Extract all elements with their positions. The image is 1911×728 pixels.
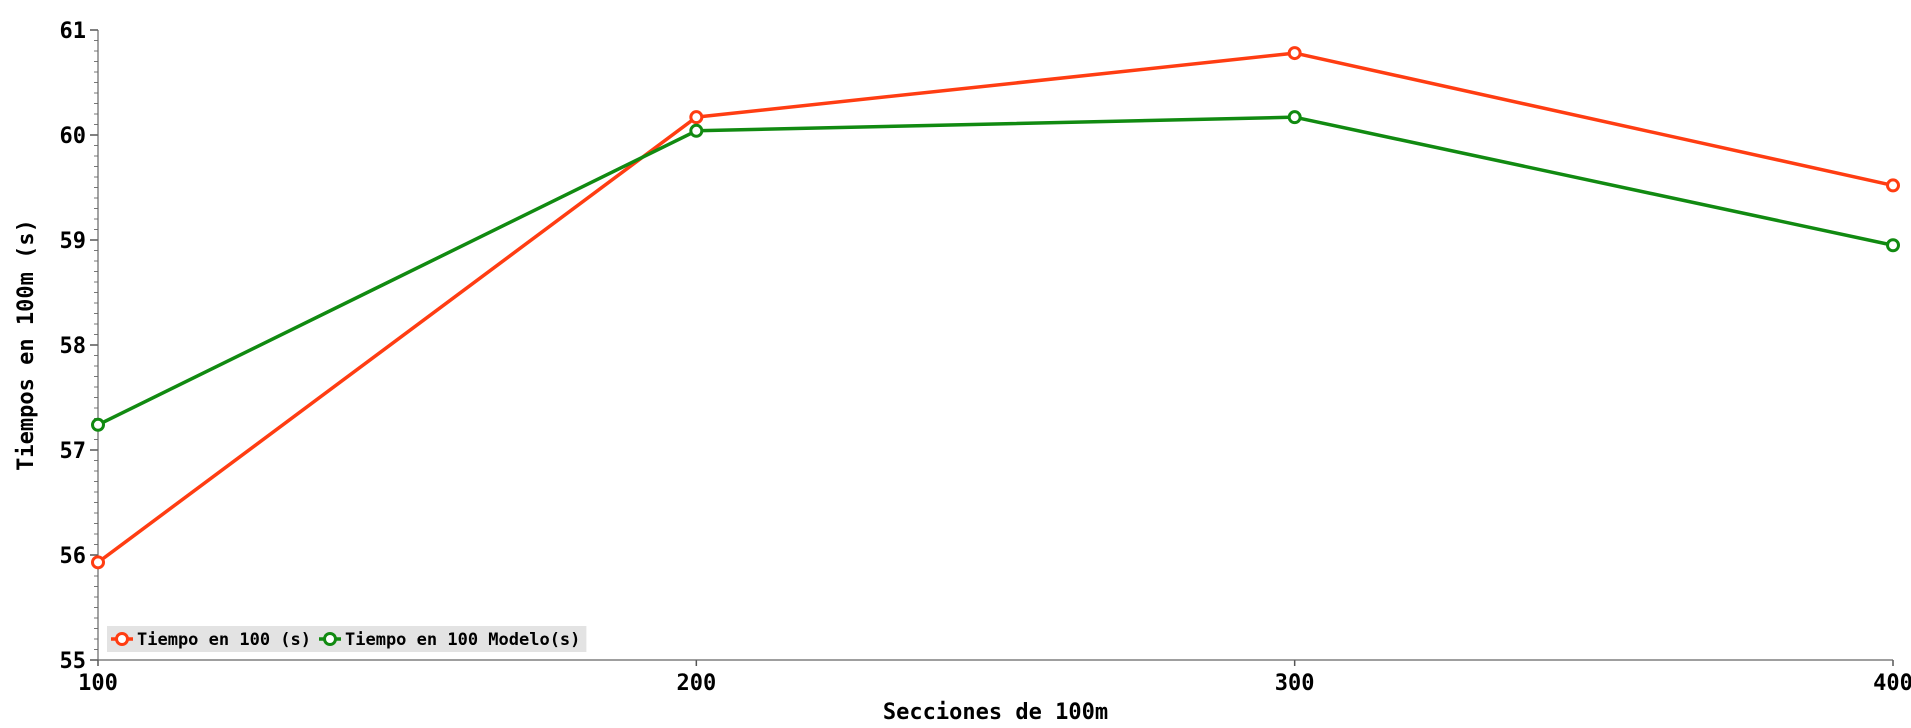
series-line	[97, 115, 1894, 427]
series-2	[91, 110, 1900, 432]
series-layer	[91, 46, 1900, 570]
y-tick-label: 58	[60, 334, 87, 359]
data-point	[91, 417, 105, 432]
series-1	[91, 46, 1900, 570]
legend-item: Tiempo en 100 (s)	[111, 630, 311, 650]
series-line	[96, 51, 1894, 564]
legend-label: Tiempo en 100 Modelo(s)	[345, 630, 580, 650]
y-tick-label: 60	[60, 124, 87, 149]
y-tick-label: 61	[60, 19, 87, 44]
y-tick-label: 59	[60, 229, 87, 254]
x-tick-label: 400	[1873, 671, 1911, 696]
data-point	[1287, 46, 1302, 61]
data-point	[91, 555, 105, 570]
y-tick-label: 57	[60, 439, 87, 464]
y-axis-ticks: 55 56 57 58 59 60 61	[60, 19, 98, 674]
legend-swatch-marker	[323, 632, 337, 646]
data-point	[1886, 178, 1900, 193]
legend: Tiempo en 100 (s) Tiempo en 100 Modelo(s…	[107, 626, 587, 652]
x-axis-ticks: 100 200 300 400	[78, 660, 1911, 696]
x-axis-title: Secciones de 100m	[883, 700, 1108, 725]
x-tick-label: 300	[1275, 671, 1315, 696]
data-point	[1886, 238, 1900, 253]
x-tick-label: 100	[78, 671, 118, 696]
legend-swatch-marker	[115, 632, 129, 646]
legend-item: Tiempo en 100 Modelo(s)	[319, 630, 580, 650]
y-axis-title: Tiempos en 100m (s)	[14, 219, 39, 471]
data-point	[689, 110, 704, 125]
legend-background	[107, 626, 587, 652]
y-tick-label: 55	[60, 649, 87, 674]
legend-label: Tiempo en 100 (s)	[137, 630, 311, 650]
data-point	[1287, 110, 1302, 125]
x-tick-label: 200	[676, 671, 716, 696]
data-point	[689, 123, 704, 138]
y-tick-label: 56	[60, 544, 87, 569]
